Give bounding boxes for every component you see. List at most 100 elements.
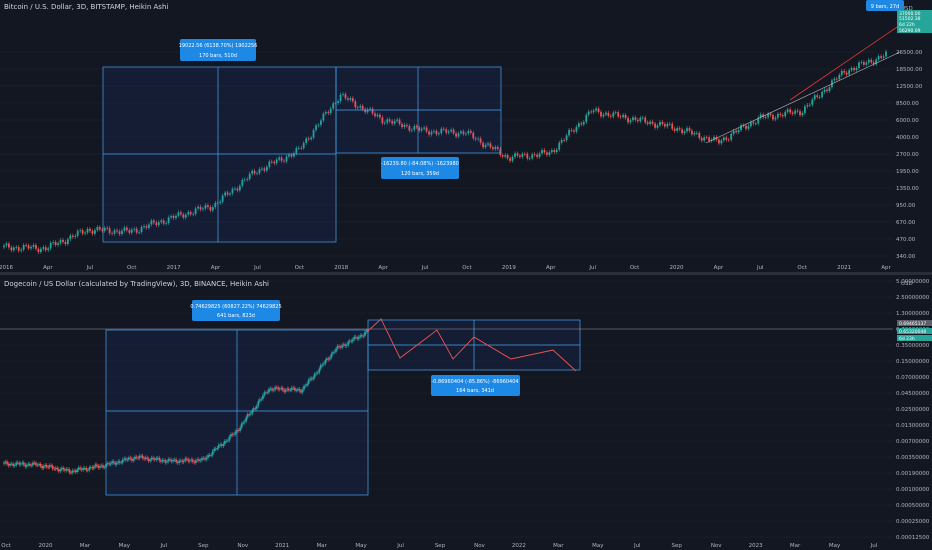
candle[interactable] [300,147,303,149]
candle[interactable] [396,119,398,121]
candle[interactable] [121,230,123,235]
candle[interactable] [225,440,228,442]
candle[interactable] [257,401,260,406]
candle[interactable] [501,155,504,157]
candle[interactable] [85,467,88,471]
candle[interactable] [560,139,563,143]
candle[interactable] [217,444,220,448]
candle[interactable] [166,461,168,463]
candle[interactable] [634,117,637,120]
candle[interactable] [91,230,94,234]
candle[interactable] [339,346,342,348]
candle[interactable] [627,117,629,123]
candle[interactable] [16,462,19,464]
candle[interactable] [293,387,296,391]
candle[interactable] [79,230,82,232]
trendline-support[interactable] [705,51,901,144]
candle[interactable] [182,460,185,463]
candle[interactable] [254,408,257,410]
candle[interactable] [192,213,195,215]
candle[interactable] [357,336,360,339]
candle[interactable] [233,434,235,436]
candle[interactable] [597,108,600,112]
pane-divider[interactable] [0,272,932,275]
candle[interactable] [15,462,18,466]
candle[interactable] [150,457,153,460]
candle[interactable] [818,96,821,98]
candle[interactable] [322,363,325,365]
candle[interactable] [32,462,34,466]
candle[interactable] [462,131,465,135]
candle[interactable] [216,447,219,450]
candle[interactable] [511,156,514,161]
candle[interactable] [300,390,302,393]
candle[interactable] [351,98,354,102]
candle[interactable] [149,459,152,462]
candle[interactable] [248,173,251,180]
candle[interactable] [238,185,241,191]
candle[interactable] [307,138,310,140]
candle[interactable] [553,150,556,153]
candle[interactable] [187,212,190,215]
candle[interactable] [354,336,357,338]
candle[interactable] [600,111,602,117]
candle[interactable] [747,126,750,129]
candle[interactable] [101,229,104,231]
candle[interactable] [413,126,416,130]
candle[interactable] [619,116,622,118]
candle[interactable] [381,117,384,124]
candle[interactable] [219,201,222,203]
candle[interactable] [293,153,295,157]
candle[interactable] [740,125,742,131]
candle[interactable] [25,464,28,467]
candle[interactable] [737,130,740,133]
candle[interactable] [3,245,5,248]
candle[interactable] [646,122,649,124]
candle[interactable] [94,464,97,467]
candle[interactable] [304,385,307,387]
doge-pane[interactable]: 5.000000002.500000001.300000000.70000000… [0,275,932,550]
measure-label-rally[interactable] [192,300,280,321]
candle[interactable] [160,220,163,223]
candle[interactable] [850,68,853,71]
candle[interactable] [688,128,691,131]
candle[interactable] [286,388,289,390]
candle[interactable] [184,214,187,218]
candle[interactable] [477,138,480,140]
candle[interactable] [184,458,187,461]
candle[interactable] [364,332,366,336]
candle[interactable] [489,143,492,148]
candle[interactable] [337,101,340,104]
candle[interactable] [641,117,644,119]
candle[interactable] [54,467,57,470]
candle[interactable] [305,138,308,144]
candle[interactable] [784,111,787,117]
candle[interactable] [214,448,217,450]
candle[interactable] [179,460,182,462]
candle[interactable] [590,111,593,113]
candle[interactable] [624,114,627,118]
candle[interactable] [123,458,126,460]
candle[interactable] [445,129,448,133]
candle[interactable] [67,469,69,470]
candle[interactable] [348,340,351,342]
candle[interactable] [872,62,875,65]
candle[interactable] [222,444,225,446]
candle[interactable] [113,230,116,234]
candle[interactable] [425,127,428,132]
candle[interactable] [226,440,229,442]
candle[interactable] [341,345,344,348]
candle[interactable] [543,149,546,153]
candle[interactable] [649,121,652,124]
candle[interactable] [133,228,136,230]
candle[interactable] [6,461,8,464]
candle[interactable] [639,117,642,122]
candle[interactable] [41,466,43,469]
candle[interactable] [60,467,63,470]
candle[interactable] [362,335,365,337]
candle[interactable] [64,241,67,244]
price-axis[interactable] [893,0,932,272]
candle[interactable] [523,153,526,155]
candle[interactable] [187,459,190,462]
candle[interactable] [194,208,197,214]
